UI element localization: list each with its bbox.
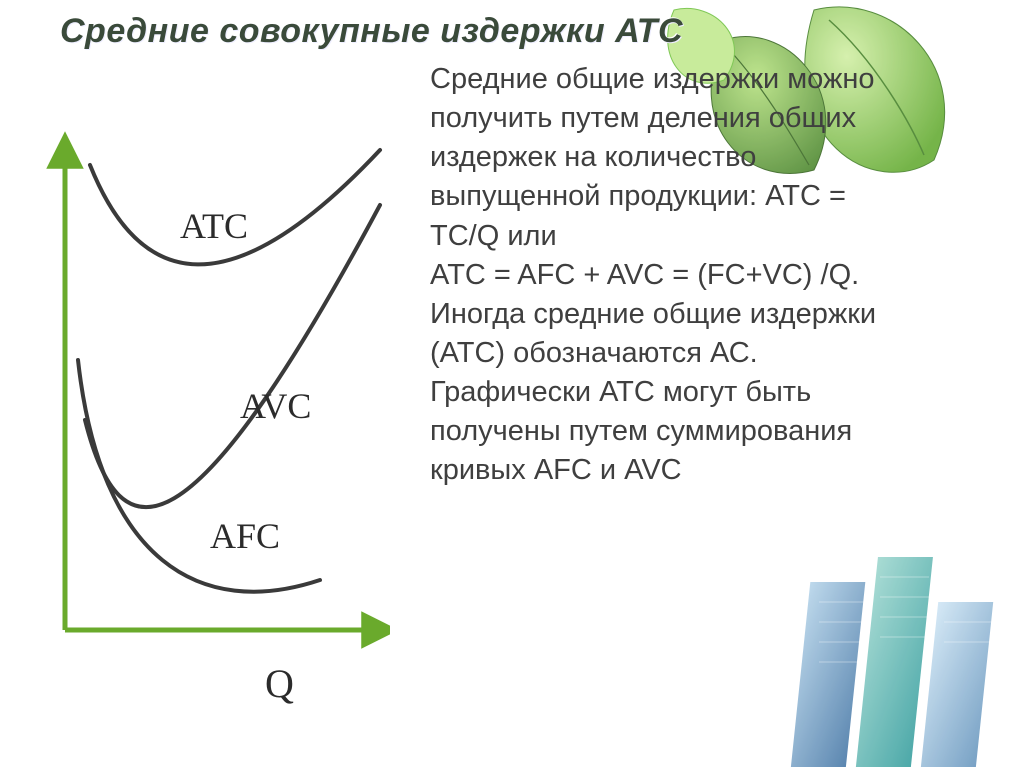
chart-column: ATC AVC AFC Q: [0, 60, 430, 767]
slide-title: Средние совокупные издержки АТС: [60, 12, 683, 51]
label-q: Q: [265, 660, 294, 707]
cost-curves-chart: ATC AVC AFC Q: [30, 130, 410, 685]
body-paragraph: Средние общие издержки можно получить пу…: [430, 60, 914, 491]
body-text: Средние общие издержки можно получить пу…: [430, 60, 1024, 767]
content-row: ATC AVC AFC Q Средние общие издержки мож…: [0, 60, 1024, 767]
label-afc: AFC: [210, 515, 280, 557]
label-atc: ATC: [180, 205, 248, 247]
avc-curve: [85, 205, 380, 507]
label-avc: AVC: [240, 385, 311, 427]
